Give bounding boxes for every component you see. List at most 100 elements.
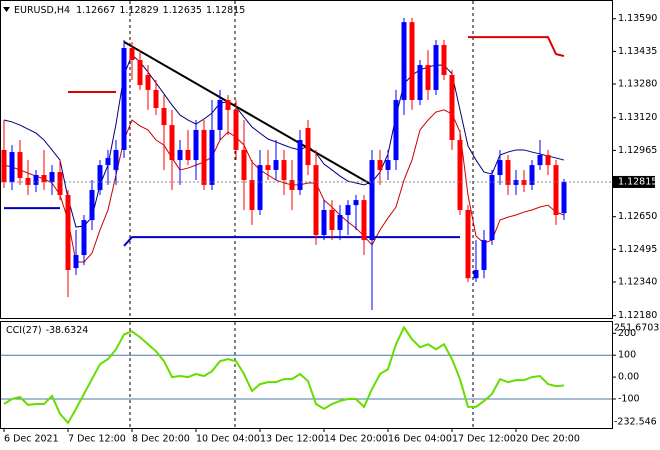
candle-body [217, 100, 223, 130]
x-tick-label: 8 Dec 20:00 [132, 434, 190, 445]
candle-body [1, 149, 7, 182]
drawn-line [468, 36, 565, 57]
candle-body [457, 140, 463, 210]
candle-body [257, 165, 263, 210]
x-tick-label: 20 Dec 20:00 [516, 434, 580, 445]
candle-body [481, 240, 487, 270]
candle-body [121, 48, 127, 150]
candle-body [545, 154, 551, 166]
candle-body [297, 140, 303, 190]
main-panel [0, 0, 613, 319]
candle-body [473, 269, 479, 279]
candle-body [265, 165, 271, 170]
x-tick-label: 7 Dec 12:00 [68, 434, 126, 445]
candle-body [393, 100, 399, 161]
y-tick-label: 1.12650 [618, 211, 657, 222]
candle-body [97, 165, 103, 190]
drawn-line [123, 41, 373, 186]
candle-body [497, 160, 503, 176]
candle-body [273, 160, 279, 170]
candle-body [345, 205, 351, 216]
y-tick-label: 1.13435 [618, 46, 657, 57]
y-tick-label: 1.12180 [618, 310, 657, 321]
candle-body [161, 108, 167, 126]
plot-layer: 1.13590 1.13435 1.13280 1.13120 1.12965 1.126… [1, 13, 659, 445]
candle-body [153, 89, 159, 109]
moving-average [3, 54, 565, 228]
candle-body [41, 175, 47, 182]
candle-body [321, 209, 327, 236]
last-close: 1.12815 [206, 5, 245, 16]
candle-body [353, 200, 359, 206]
candle-body [449, 74, 455, 141]
candle-body [433, 45, 439, 90]
current-price-box [613, 175, 655, 188]
candle-body [377, 160, 383, 170]
candle-body [25, 177, 31, 185]
indicator-name: CCI(27) [6, 325, 42, 336]
y-tick-label: 200 [618, 328, 636, 339]
symbol: EURUSD,H4 [14, 5, 70, 16]
candle-body [201, 129, 207, 185]
candle-body [369, 160, 375, 241]
current-price-label: 1.12815 [618, 176, 657, 187]
candle-body [17, 152, 23, 178]
candle-body [105, 157, 111, 166]
y-tick-label: 1.13590 [618, 13, 657, 24]
candle-body [417, 65, 423, 101]
y-tick-label: 1.12495 [618, 244, 657, 255]
candle-body [329, 209, 335, 230]
y-tick-label: 1.13280 [618, 79, 657, 90]
candle-body [441, 45, 447, 75]
x-tick-label: 6 Dec 2021 [4, 434, 59, 445]
candle-body [313, 165, 319, 236]
cci-panel [0, 321, 613, 429]
candle-body [185, 149, 191, 161]
y-tick-label: -100 [618, 393, 640, 404]
last-low: 1.12635 [163, 5, 202, 16]
candle-body [489, 175, 495, 241]
candle-body [305, 128, 311, 166]
candle-body [553, 165, 559, 216]
drawn-line [123, 236, 460, 247]
indicator-line [3, 325, 565, 425]
candle-body [49, 172, 55, 182]
candle-body [513, 180, 519, 185]
candle-body [233, 109, 239, 150]
candle-body [177, 149, 183, 161]
candle-body [57, 172, 63, 196]
candle-body [249, 180, 255, 210]
candle-body [425, 65, 431, 90]
candle-body [361, 200, 367, 241]
chart-header: EURUSD,H4 1.12667 1.12829 1.12635 1.12815 [14, 5, 245, 16]
y-tick-label: 1.13120 [618, 112, 657, 123]
candle-body [129, 48, 135, 61]
x-tick-label: 13 Dec 12:00 [260, 434, 324, 445]
candle-body [209, 129, 215, 185]
candle-body [281, 160, 287, 181]
x-tick-label: 16 Dec 04:00 [388, 434, 452, 445]
indicator-header: CCI(27) -38.6324 [6, 325, 88, 336]
candle-body [145, 74, 151, 90]
candle-body [113, 149, 119, 170]
x-tick-label: 14 Dec 20:00 [324, 434, 388, 445]
candle-body [89, 189, 95, 221]
candle-body [337, 215, 343, 230]
candle-body [521, 180, 527, 185]
candle-body [169, 125, 175, 161]
candle-body [193, 129, 199, 161]
candle-body [65, 195, 71, 270]
y-tick-label: 100 [618, 350, 636, 361]
candle-body [505, 160, 511, 185]
candle-body [73, 255, 79, 269]
candle-body [33, 175, 39, 185]
menu-arrow [3, 7, 10, 12]
last-high: 1.12829 [119, 5, 158, 16]
candle-body [9, 152, 15, 182]
y-tick-label: 0.00 [618, 372, 639, 383]
candle-body [401, 22, 407, 101]
candle-body [561, 181, 567, 214]
candle-body [289, 180, 295, 190]
x-tick-label: 10 Dec 04:00 [196, 434, 260, 445]
last-open: 1.12667 [76, 5, 115, 16]
